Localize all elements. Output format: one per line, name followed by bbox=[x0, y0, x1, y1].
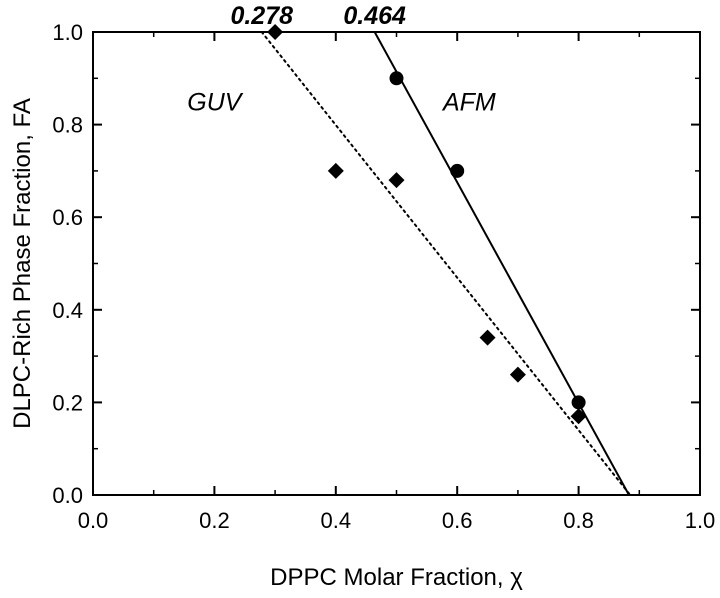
y-tick-label: 0.6 bbox=[52, 205, 83, 230]
fit-line-layer bbox=[260, 32, 632, 495]
data-point-afm bbox=[450, 163, 465, 178]
x-tick-label: 0.4 bbox=[321, 508, 352, 533]
fit-line-afm bbox=[373, 32, 630, 495]
x-tick-label: 0.0 bbox=[78, 508, 109, 533]
data-point-guv bbox=[509, 366, 526, 383]
y-tick-label: 0.2 bbox=[52, 390, 83, 415]
data-point-afm bbox=[389, 71, 404, 86]
data-point-afm bbox=[571, 395, 586, 410]
y-axis-title: DLPC-Rich Phase Fraction, FA bbox=[9, 98, 36, 429]
x-axis-title: DPPC Molar Fraction, χ bbox=[270, 564, 523, 591]
annotation-label: 0.278 bbox=[230, 2, 293, 30]
y-tick-label: 0.8 bbox=[52, 113, 83, 138]
annotation-label: 0.464 bbox=[343, 2, 406, 30]
data-point-guv bbox=[479, 329, 496, 346]
annotation-label: GUV bbox=[187, 88, 244, 116]
tick-layer bbox=[92, 31, 701, 496]
y-tick-label: 0.4 bbox=[52, 298, 83, 323]
label-layer: 0.0 0.2 0.4 0.6 0.8 1.0 0.0 0.2 0.4 0.6 0.8 1.0 DPPC… bbox=[9, 2, 715, 591]
plot-frame bbox=[92, 31, 701, 496]
y-tick-label: 0.0 bbox=[52, 483, 83, 508]
data-point-guv bbox=[267, 24, 284, 40]
x-tick-label: 0.6 bbox=[442, 508, 473, 533]
annotation-label: AFM bbox=[441, 88, 496, 116]
fit-line-guv bbox=[260, 32, 632, 495]
x-tick-label: 1.0 bbox=[685, 508, 716, 533]
data-point-guv bbox=[327, 162, 344, 179]
y-tick-label: 1.0 bbox=[52, 20, 83, 45]
data-point-layer bbox=[267, 24, 587, 425]
data-point-guv bbox=[570, 408, 587, 425]
x-tick-label: 0.8 bbox=[563, 508, 594, 533]
data-point-guv bbox=[388, 172, 405, 189]
plot-frame-layer bbox=[92, 31, 701, 496]
x-tick-label: 0.2 bbox=[199, 508, 230, 533]
